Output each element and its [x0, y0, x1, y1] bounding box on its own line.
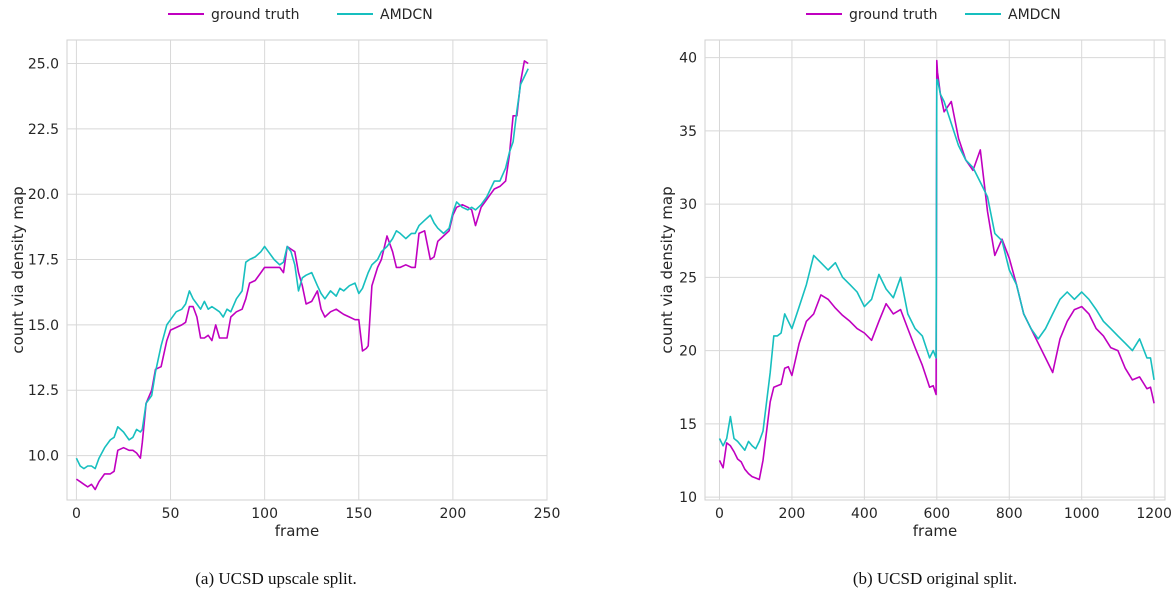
chart-a-x-tick-label: 250 [534, 506, 561, 522]
chart-b-series [718, 59, 1155, 481]
chart-a-series-line-ground-truth [75, 60, 529, 491]
chart-a: ground truth AMDCN 0 50 100 150 200 250 10.0 12… [9, 7, 560, 588]
chart-b-y-tick-label: 30 [679, 197, 697, 213]
chart-a-y-tick-label: 15.0 [28, 318, 59, 334]
chart-b-legend: ground truth AMDCN [806, 7, 1061, 23]
chart-a-series-line-amdcn [75, 68, 529, 470]
chart-a-y-tick-label: 20.0 [28, 187, 59, 203]
chart-a-legend: ground truth AMDCN [168, 7, 433, 23]
chart-b-ticks: 0 200 400 600 800 1000 1200 10 15 20 25 30 35 40 [679, 51, 1172, 522]
chart-a-x-tick-label: 100 [251, 506, 278, 522]
chart-a-x-tick-label: 150 [345, 506, 372, 522]
chart-a-caption: (a) UCSD upscale split. [195, 569, 356, 588]
chart-b-grid [705, 40, 1165, 500]
chart-b: ground truth AMDCN 0 200 400 600 800 1000 1200… [658, 7, 1172, 588]
chart-b-caption: (b) UCSD original split. [853, 569, 1017, 588]
chart-a-series [75, 60, 529, 491]
chart-a-x-tick-label: 0 [72, 506, 81, 522]
chart-b-y-tick-label: 35 [679, 124, 697, 140]
chart-b-x-tick-label: 1200 [1136, 506, 1172, 522]
chart-a-x-tick-label: 50 [162, 506, 180, 522]
chart-a-legend-label-ground-truth: ground truth [211, 7, 299, 23]
chart-b-y-tick-label: 20 [679, 344, 697, 360]
chart-b-plot-frame [704, 39, 1166, 501]
chart-b-series-line-ground-truth [718, 59, 1155, 481]
chart-a-x-tick-label: 200 [440, 506, 467, 522]
chart-b-y-tick-label: 25 [679, 270, 697, 286]
chart-a-y-tick-label: 22.5 [28, 122, 59, 138]
chart-a-grid [67, 40, 548, 500]
chart-b-y-axis-label: count via density map [658, 186, 676, 353]
chart-b-y-tick-label: 10 [679, 490, 697, 506]
chart-a-y-tick-label: 10.0 [28, 449, 59, 465]
chart-b-x-tick-label: 400 [851, 506, 878, 522]
chart-a-y-tick-label: 12.5 [28, 383, 59, 399]
chart-b-x-axis-label: frame [913, 522, 957, 540]
chart-b-y-tick-label: 15 [679, 417, 697, 433]
chart-a-x-axis-label: frame [275, 522, 319, 540]
chart-b-x-tick-label: 0 [715, 506, 724, 522]
chart-a-ticks: 0 50 100 150 200 250 10.0 12.5 15.0 17.5 20.0 22.5 2… [28, 57, 561, 522]
chart-a-legend-label-amdcn: AMDCN [380, 7, 433, 23]
chart-b-legend-label-ground-truth: ground truth [849, 7, 937, 23]
chart-b-legend-label-amdcn: AMDCN [1008, 7, 1061, 23]
chart-b-series-line-amdcn [718, 78, 1155, 451]
chart-b-x-tick-label: 200 [779, 506, 806, 522]
chart-a-y-tick-label: 17.5 [28, 253, 59, 269]
chart-b-x-tick-label: 800 [996, 506, 1023, 522]
chart-a-y-tick-label: 25.0 [28, 57, 59, 73]
chart-b-x-tick-label: 600 [923, 506, 950, 522]
chart-b-y-tick-label: 40 [679, 51, 697, 67]
chart-b-x-tick-label: 1000 [1064, 506, 1100, 522]
chart-a-y-axis-label: count via density map [9, 186, 27, 353]
